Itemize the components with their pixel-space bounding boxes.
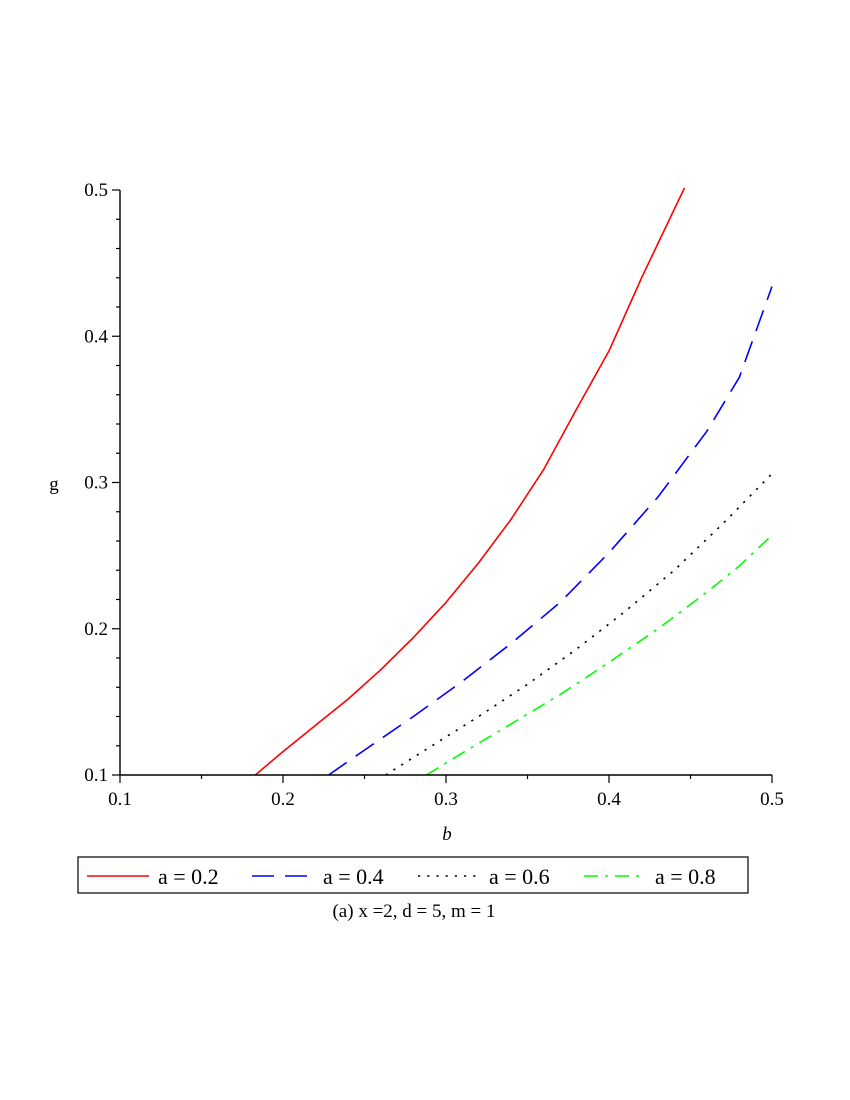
legend-label-1: a = 0.2 — [158, 864, 219, 889]
axes — [119, 190, 772, 776]
series-line-1 — [254, 188, 686, 775]
series-line-2 — [328, 286, 773, 775]
legend-label-4: a = 0.8 — [655, 864, 716, 889]
legend-box — [77, 856, 749, 894]
x-tick-label: 0.3 — [434, 789, 458, 810]
x-tick-label: 0.2 — [271, 789, 295, 810]
y-tick-label: 0.1 — [84, 765, 108, 786]
plot-area — [254, 188, 773, 775]
y-tick-label: 0.3 — [84, 473, 108, 494]
chart-caption: (a) x =2, d = 5, m = 1 — [332, 901, 495, 922]
series-line-4 — [425, 534, 773, 775]
x-tick-label: 0.5 — [760, 789, 784, 810]
series-line-3 — [385, 473, 773, 775]
y-tick-label: 0.2 — [84, 619, 108, 640]
x-tick-label: 0.4 — [597, 789, 621, 810]
x-axis-title: b — [442, 824, 452, 845]
legend-label-2: a = 0.4 — [323, 864, 384, 889]
y-tick-label: 0.5 — [84, 180, 108, 201]
ticks: 0.1 0.2 0.3 0.4 0.5 0.1 0.2 0.3 0.4 0.5 — [84, 180, 784, 810]
y-axis-title: g — [49, 474, 59, 495]
legend: a = 0.2 a = 0.4 a = 0.6 a = 0.8 — [77, 856, 749, 894]
legend-label-3: a = 0.6 — [489, 864, 550, 889]
y-tick-label: 0.4 — [84, 326, 108, 347]
x-tick-label: 0.1 — [108, 789, 132, 810]
